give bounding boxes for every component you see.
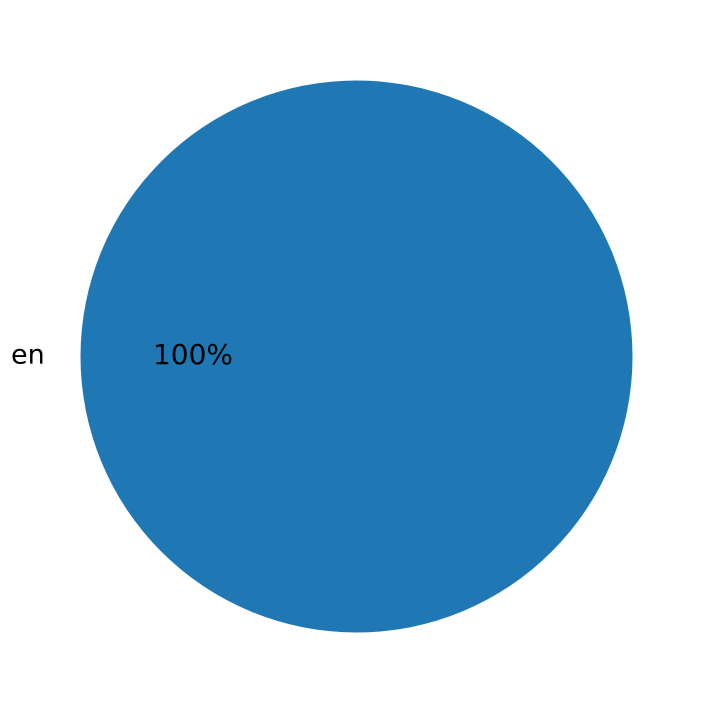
pie-slice-en[interactable] [80, 80, 633, 633]
pie-slice-percent-en: 100% [152, 338, 234, 371]
pie-slice-label-en: en [11, 339, 45, 371]
